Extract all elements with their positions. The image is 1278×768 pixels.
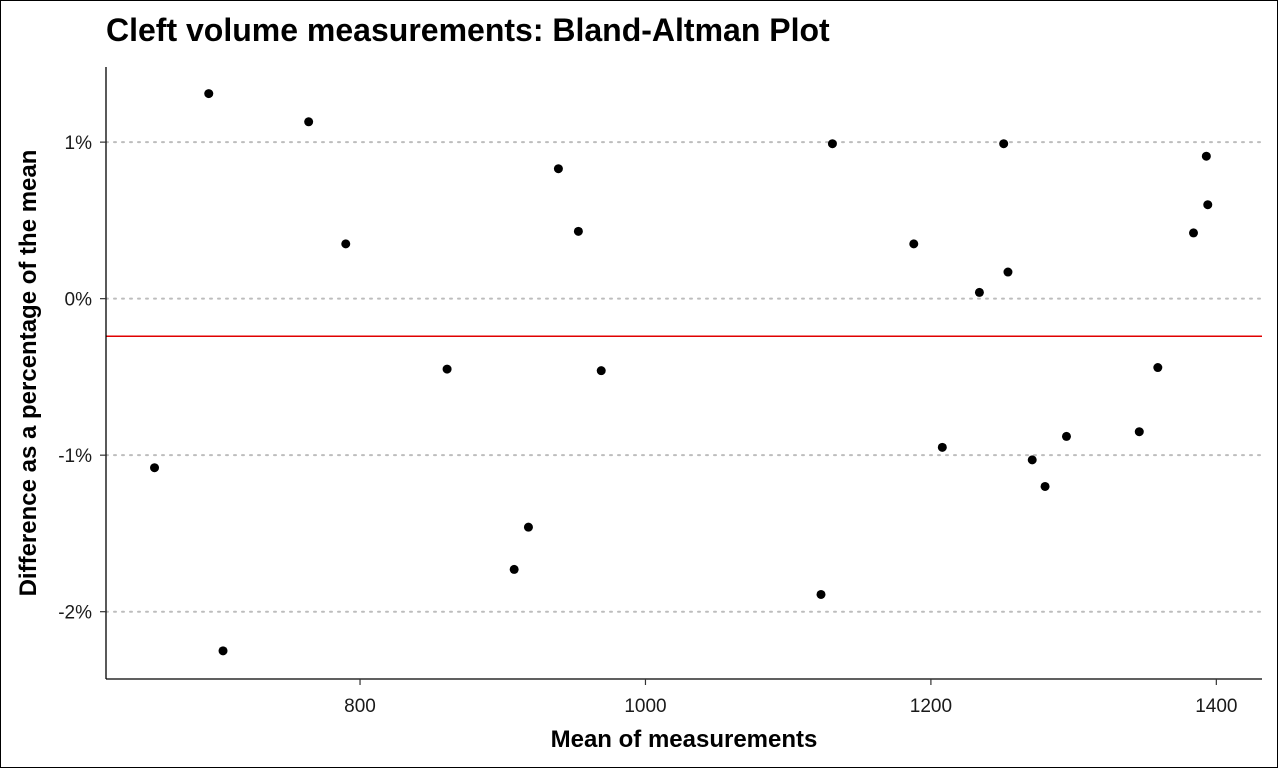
data-point [204, 89, 214, 99]
data-point [442, 364, 452, 374]
data-point [341, 239, 351, 249]
data-point [596, 366, 606, 376]
y-tick-label: -2% [58, 603, 92, 624]
data-point [1040, 481, 1050, 491]
data-point [573, 226, 583, 236]
gridlines [105, 141, 1263, 613]
x-axis-title: Mean of measurements [551, 726, 818, 753]
data-point [218, 646, 228, 656]
y-tick-label: 0% [65, 290, 93, 311]
y-tick-label: 1% [65, 133, 93, 154]
data-point [827, 139, 837, 149]
data-points [150, 89, 1213, 656]
data-point [1153, 363, 1163, 373]
chart-title: Cleft volume measurements: Bland-Altman … [106, 12, 830, 48]
data-point [509, 564, 519, 574]
data-point [974, 287, 984, 297]
x-tick-label: 800 [344, 696, 376, 717]
x-tick-label: 1400 [1195, 696, 1237, 717]
data-point [909, 239, 919, 249]
data-point [1061, 431, 1071, 441]
data-point [816, 589, 826, 599]
data-point [1027, 455, 1037, 465]
data-point [937, 442, 947, 452]
data-point [304, 117, 314, 127]
y-tick-label: -1% [58, 446, 92, 467]
data-point [523, 522, 533, 532]
data-point [1003, 267, 1013, 277]
data-point [1188, 228, 1198, 238]
data-point [553, 164, 563, 174]
data-point [1203, 200, 1213, 210]
x-tick-label: 1000 [624, 696, 666, 717]
axes [100, 67, 1262, 685]
data-point [1201, 151, 1211, 161]
y-axis-title: Difference as a percentage of the mean [15, 150, 42, 597]
tick-labels: 1% 0% -1% -2% 800 1000 1200 1400 [58, 133, 1237, 717]
data-point [150, 463, 160, 473]
x-tick-label: 1200 [910, 696, 952, 717]
data-point [999, 139, 1009, 149]
data-point [1134, 427, 1144, 437]
